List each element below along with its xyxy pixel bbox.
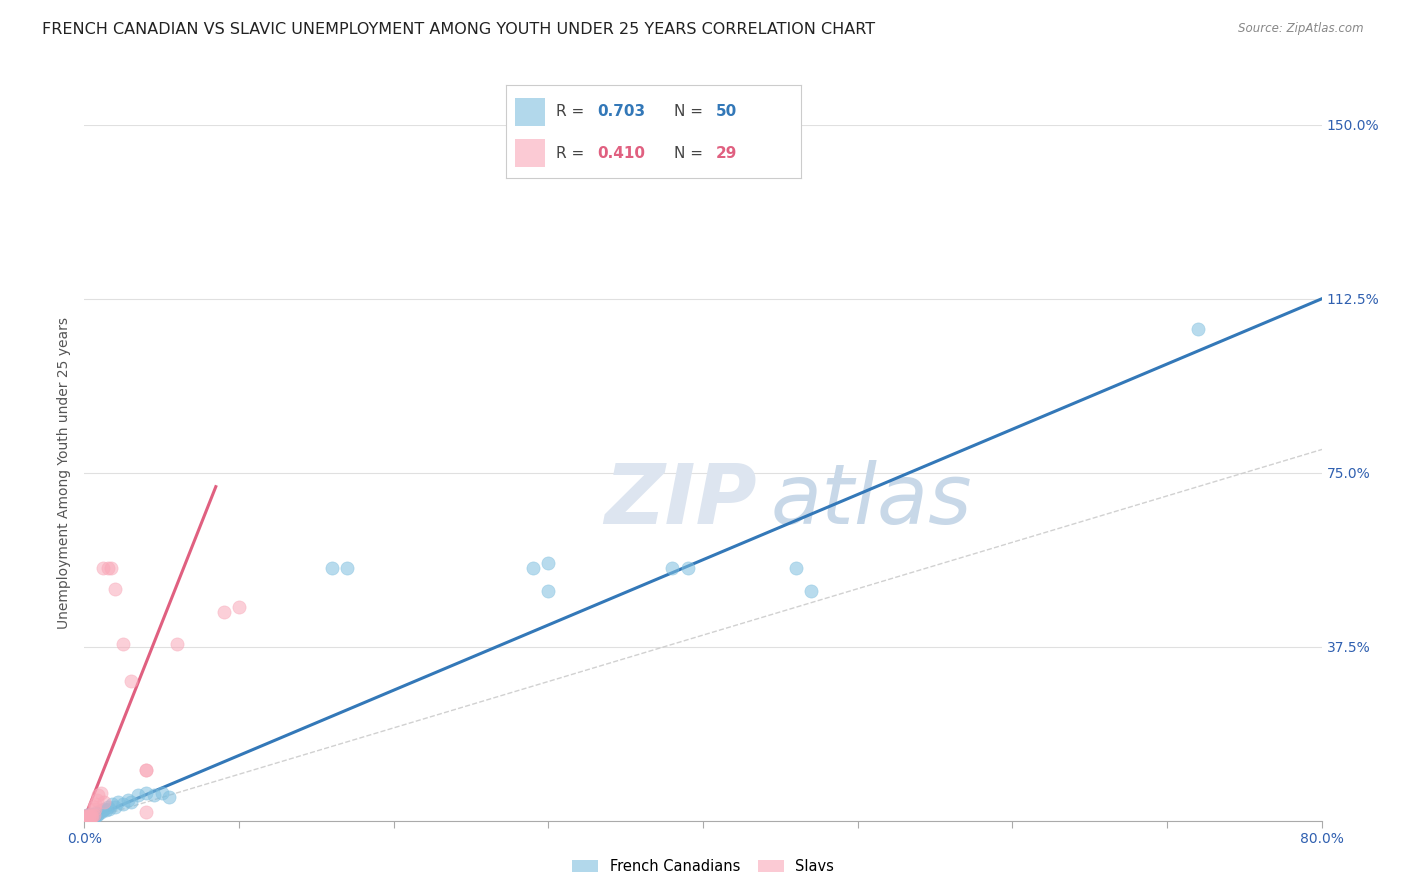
Point [75, 810, 97, 824]
Point [135, 805, 157, 820]
Point [101, 797, 124, 812]
Point [800, 584, 823, 599]
FancyBboxPatch shape [515, 98, 544, 126]
Point [522, 561, 544, 575]
Point [86, 808, 108, 822]
Point [91, 804, 114, 818]
Point [79, 809, 101, 823]
Point [100, 561, 122, 575]
Point [75, 810, 97, 824]
Text: R =: R = [557, 145, 589, 161]
Point [97, 561, 120, 575]
Point [97, 799, 120, 814]
Point [135, 763, 157, 777]
Text: FRENCH CANADIAN VS SLAVIC UNEMPLOYMENT AMONG YOUTH UNDER 25 YEARS CORRELATION CH: FRENCH CANADIAN VS SLAVIC UNEMPLOYMENT A… [42, 22, 876, 37]
Point [135, 786, 157, 800]
Point [336, 561, 359, 575]
Point [82, 810, 104, 824]
Point [77, 807, 100, 822]
Y-axis label: Unemployment Among Youth under 25 years: Unemployment Among Youth under 25 years [58, 317, 72, 629]
Point [159, 790, 181, 805]
Point [93, 802, 115, 816]
Point [77, 809, 100, 823]
Point [321, 561, 343, 575]
Point [79, 807, 101, 822]
Text: 50: 50 [716, 104, 737, 120]
Point [76, 809, 98, 823]
Point [82, 808, 104, 822]
Text: Source: ZipAtlas.com: Source: ZipAtlas.com [1239, 22, 1364, 36]
Point [84, 809, 107, 823]
Legend: French Canadians, Slavs: French Canadians, Slavs [565, 853, 841, 880]
Point [112, 637, 135, 651]
Point [94, 804, 117, 818]
Point [1187, 322, 1209, 336]
Point [76, 810, 98, 824]
Point [661, 561, 683, 575]
Point [91, 561, 114, 575]
Point [77, 810, 100, 824]
Text: 0.703: 0.703 [598, 104, 645, 120]
Point [98, 802, 121, 816]
Point [86, 805, 108, 820]
Text: atlas: atlas [770, 460, 973, 541]
FancyBboxPatch shape [515, 139, 544, 167]
Point [104, 799, 127, 814]
Point [83, 808, 105, 822]
Point [150, 786, 173, 800]
Text: R =: R = [557, 104, 589, 120]
Point [86, 793, 108, 807]
Point [128, 788, 150, 802]
Point [785, 561, 807, 575]
Point [79, 810, 101, 824]
Point [83, 808, 105, 822]
Point [117, 793, 139, 807]
Point [79, 808, 101, 822]
Point [135, 763, 157, 777]
Point [75, 809, 97, 823]
Point [76, 809, 98, 823]
Point [87, 807, 110, 822]
Point [107, 795, 129, 809]
Point [76, 808, 98, 822]
Point [82, 809, 104, 823]
Point [120, 674, 142, 689]
Point [82, 809, 104, 823]
Point [537, 556, 560, 570]
Text: 0.410: 0.410 [598, 145, 645, 161]
Point [166, 637, 188, 651]
Point [104, 582, 127, 596]
Point [77, 809, 100, 823]
Point [79, 808, 101, 822]
Point [90, 805, 112, 820]
Text: ZIP: ZIP [605, 460, 756, 541]
Text: 29: 29 [716, 145, 737, 161]
Point [676, 561, 699, 575]
Point [89, 805, 111, 819]
Point [90, 786, 112, 800]
Text: N =: N = [675, 145, 709, 161]
Point [75, 809, 97, 823]
Point [143, 788, 166, 802]
Point [212, 605, 235, 619]
Point [83, 799, 105, 814]
Point [84, 797, 107, 812]
Point [87, 788, 110, 802]
Point [537, 584, 560, 599]
Point [228, 600, 250, 615]
Point [84, 802, 107, 816]
Point [93, 795, 115, 809]
Point [120, 795, 142, 809]
Point [77, 810, 100, 824]
Point [112, 797, 135, 812]
Text: N =: N = [675, 104, 709, 120]
Point [76, 808, 98, 822]
Point [83, 807, 105, 822]
Point [84, 806, 107, 821]
Point [77, 808, 100, 822]
